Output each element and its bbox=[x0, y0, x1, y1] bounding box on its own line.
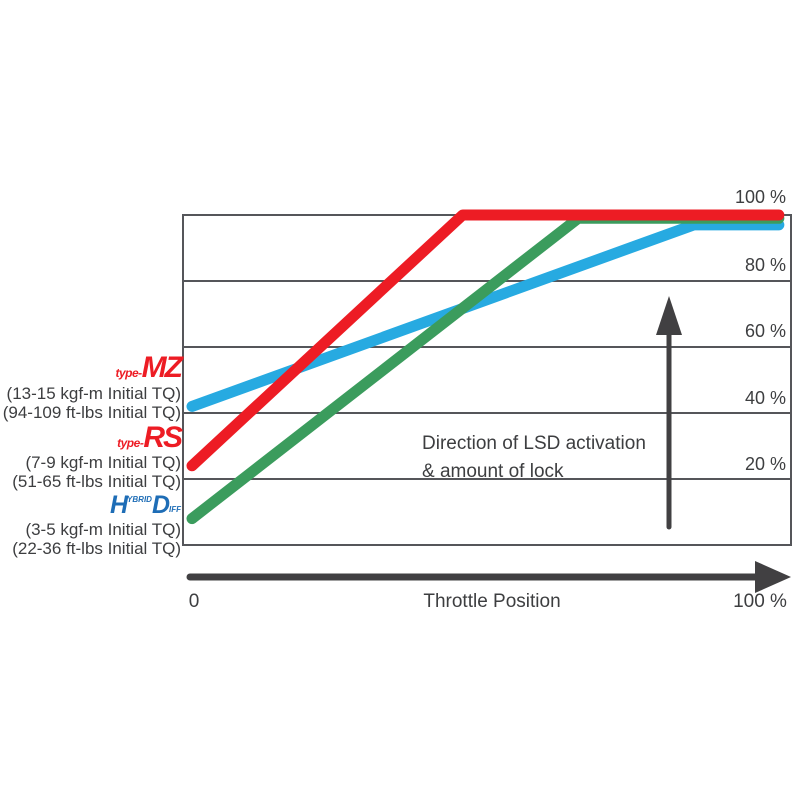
legend-hd-letter-d: D bbox=[151, 491, 170, 519]
series-lines bbox=[186, 209, 785, 525]
x-axis-arrow bbox=[186, 561, 791, 593]
legend-mz-torque-metric: (13-15 kgf-m Initial TQ) bbox=[6, 384, 181, 403]
x-axis-title: Throttle Position bbox=[423, 591, 561, 612]
y-tick-80: 80 % bbox=[744, 255, 786, 275]
legend-hd-torque-metric: (3-5 kgf-m Initial TQ) bbox=[25, 520, 181, 539]
series-line-type-mz bbox=[186, 219, 785, 412]
legend-rs-prefix: type- bbox=[117, 436, 144, 450]
legend-rs-torque-imperial: (51-65 ft-lbs Initial TQ) bbox=[12, 472, 181, 491]
y-tick-40: 40 % bbox=[744, 388, 786, 408]
annotation: Direction of LSD activation & amount of … bbox=[422, 430, 646, 486]
legend-rs-torque-metric: (7-9 kgf-m Initial TQ) bbox=[25, 453, 181, 472]
x-axis-min-label: 0 bbox=[188, 591, 200, 612]
y-tick-60: 60 % bbox=[744, 321, 786, 341]
legend-hd-small-bottom: IFF bbox=[169, 505, 181, 514]
legend-hd-small-top: YBRID bbox=[127, 495, 152, 504]
legend-rs-name: RS bbox=[143, 421, 183, 454]
y-tick-20: 20 % bbox=[744, 454, 786, 474]
annotation-line-2: & amount of lock bbox=[422, 461, 564, 482]
legend-mz-prefix: type- bbox=[115, 366, 143, 380]
direction-up-arrow bbox=[656, 296, 682, 530]
legend-mz-name: MZ bbox=[141, 351, 183, 384]
gridlines bbox=[183, 280, 791, 480]
annotation-line-1: Direction of LSD activation bbox=[422, 433, 646, 454]
x-axis-max-label: 100 % bbox=[733, 591, 787, 612]
legend-rs-logo: type-RS bbox=[0, 421, 183, 454]
legend-hd-letter-h: H bbox=[109, 491, 128, 519]
legend-mz-logo: type-MZ bbox=[0, 351, 184, 384]
y-tick-100: 100 % bbox=[734, 187, 786, 207]
legend-hd-torque-imperial: (22-36 ft-lbs Initial TQ) bbox=[12, 539, 181, 558]
legend-hd-logo: HYBRIDDIFF bbox=[0, 492, 181, 520]
series-line-type-rs bbox=[186, 209, 785, 472]
legend-mz-torque-imperial: (94-109 ft-lbs Initial TQ) bbox=[2, 403, 181, 422]
